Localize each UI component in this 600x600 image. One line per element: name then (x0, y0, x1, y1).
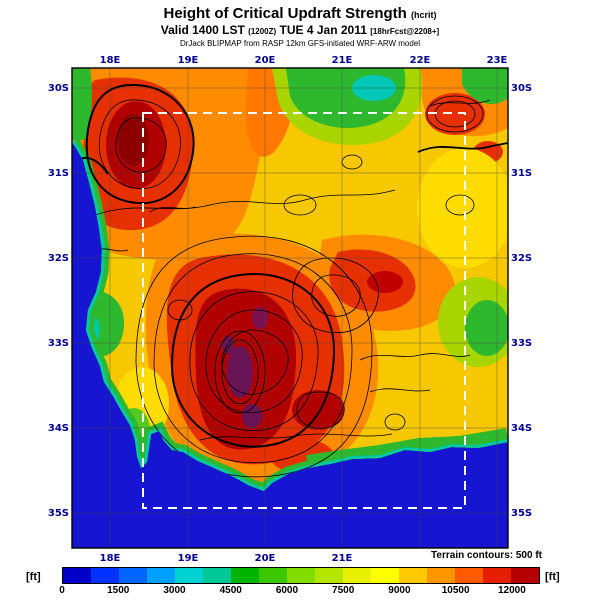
colorbar-segment (483, 568, 511, 583)
lon-label-bottom-20e: 20E (255, 553, 276, 564)
colorbar-tick-label: 12000 (497, 585, 526, 596)
map-canvas (72, 68, 508, 548)
map-border (71, 67, 509, 549)
colorbar: 0 1500 3000 4500 6000 7500 9000 10500 12000 (59, 567, 540, 598)
colorbar-segment (511, 568, 539, 583)
lon-label-top-22e: 22E (410, 55, 431, 66)
colorbar-unit-right: [ft] (545, 571, 560, 583)
lon-label-top-18e: 18E (100, 55, 121, 66)
plot-title: Height of Critical Updraft Strength (163, 5, 407, 22)
lat-label-right-32s: 32S (511, 253, 532, 264)
colorbar-unit-left: [ft] (26, 571, 41, 583)
lat-label-left-35s: 35S (48, 508, 69, 519)
colorbar-segment (427, 568, 455, 583)
valid-zulu: (1200Z) (248, 27, 277, 36)
valid-time: Valid 1400 LST (160, 23, 245, 37)
title-line: Height of Critical Updraft Strength (hcr… (0, 5, 600, 22)
colorbar-ticks: 0 1500 3000 4500 6000 7500 9000 10500 12000 (59, 585, 540, 598)
colorbar-tick-label: 9000 (388, 585, 411, 596)
lat-label-right-35s: 35S (511, 508, 532, 519)
lat-label-right-30s: 30S (511, 83, 532, 94)
lat-label-left-34s: 34S (48, 423, 69, 434)
colorbar-tick-label: 3000 (163, 585, 186, 596)
colorbar-segment (315, 568, 343, 583)
terrain-contours (73, 83, 508, 478)
colorbar-segment (203, 568, 231, 583)
lat-label-left-33s: 33S (48, 338, 69, 349)
colorbar-tick-label: 7500 (332, 585, 355, 596)
domain-box (142, 112, 466, 509)
fcst-info: [18hrFcst@2208+] (370, 27, 440, 36)
colorbar-segments (62, 567, 540, 584)
lon-label-bottom-19e: 19E (178, 553, 199, 564)
lon-label-top-23e: 23E (487, 55, 508, 66)
colorbar-tick-label: 10500 (441, 585, 470, 596)
lat-label-left-31s: 31S (48, 168, 69, 179)
colorbar-segment (63, 568, 91, 583)
colorbar-tick-label: 0 (59, 585, 65, 596)
colorbar-segment (175, 568, 203, 583)
lon-label-top-20e: 20E (255, 55, 276, 66)
lon-label-bottom-21e: 21E (332, 553, 353, 564)
colorbar-segment (231, 568, 259, 583)
title-block: Height of Critical Updraft Strength (hcr… (0, 5, 600, 48)
colorbar-segment (343, 568, 371, 583)
colorbar-segment (287, 568, 315, 583)
lon-label-top-21e: 21E (332, 55, 353, 66)
plot-param: (hcrit) (411, 10, 437, 20)
lon-label-bottom-18e: 18E (100, 553, 121, 564)
lat-label-left-32s: 32S (48, 253, 69, 264)
colorbar-segment (399, 568, 427, 583)
valid-date: TUE 4 Jan 2011 (279, 23, 367, 37)
terrain-note: Terrain contours: 500 ft (431, 550, 542, 561)
colorbar-segment (147, 568, 175, 583)
colorbar-segment (259, 568, 287, 583)
colorbar-segment (371, 568, 399, 583)
lon-label-top-19e: 19E (178, 55, 199, 66)
model-info: DrJack BLIPMAP from RASP 12km GFS-initia… (179, 39, 421, 48)
colorbar-segment (455, 568, 483, 583)
colorbar-segment (119, 568, 147, 583)
lat-label-right-31s: 31S (511, 168, 532, 179)
lat-label-right-33s: 33S (511, 338, 532, 349)
colorbar-segment (91, 568, 119, 583)
lat-label-right-34s: 34S (511, 423, 532, 434)
colorbar-tick-label: 6000 (275, 585, 299, 596)
colorbar-tick-label: 4500 (219, 585, 242, 596)
grid-lines (72, 68, 508, 548)
lat-label-left-30s: 30S (48, 83, 69, 94)
colorbar-tick-label: 1500 (107, 585, 130, 596)
valid-line: Valid 1400 LST (1200Z) TUE 4 Jan 2011 [1… (0, 23, 600, 37)
